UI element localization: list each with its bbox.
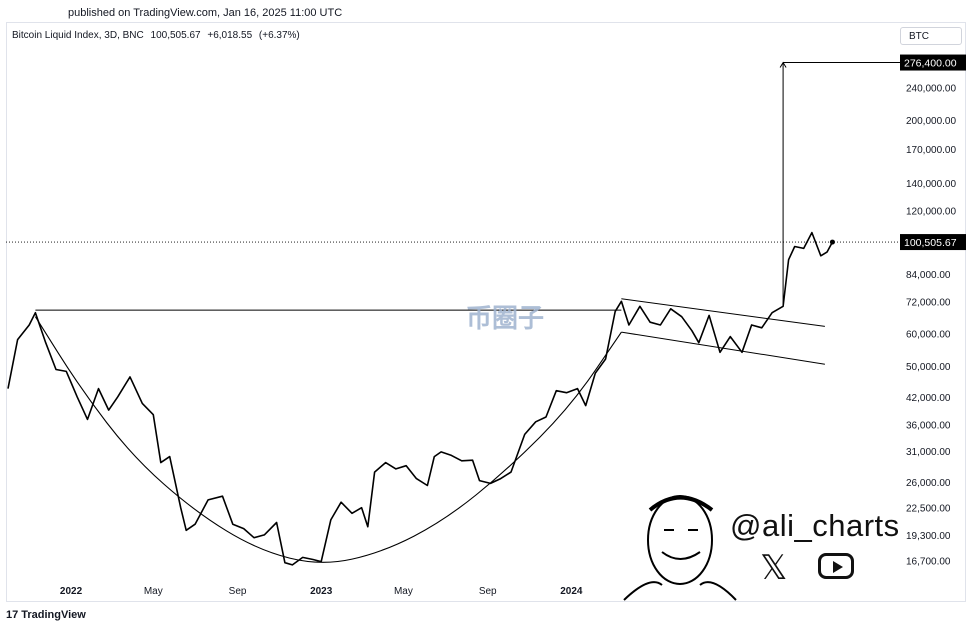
x-tick-label: Sep bbox=[229, 586, 247, 597]
symbol-name: Bitcoin Liquid Index, 3D, BNC bbox=[12, 30, 144, 41]
y-tick-label: 120,000.00 bbox=[906, 207, 956, 218]
target-arrow-head bbox=[779, 61, 787, 68]
y-tick-label: 26,000.00 bbox=[906, 478, 951, 489]
avatar-shoulders bbox=[623, 581, 737, 601]
cup-arc bbox=[34, 316, 622, 563]
x-tick-label: May bbox=[394, 586, 413, 597]
current-price-label: 100,505.67 bbox=[904, 237, 957, 249]
x-tick-label: May bbox=[144, 586, 163, 597]
y-tick-label: 50,000.00 bbox=[906, 362, 951, 373]
tradingview-logo-text: TradingView bbox=[21, 609, 86, 621]
last-price-dot bbox=[829, 239, 835, 245]
watermark-text: 币圈子 bbox=[466, 303, 545, 333]
last-price: 100,505.67 bbox=[150, 30, 201, 41]
current-price-label-bg bbox=[900, 234, 966, 251]
y-tick-label: 36,000.00 bbox=[906, 420, 951, 431]
y-tick-label: 84,000.00 bbox=[906, 270, 951, 281]
x-tick-label: 2024 bbox=[560, 586, 583, 597]
y-tick-label: 200,000.00 bbox=[906, 116, 956, 127]
y-tick-label: 170,000.00 bbox=[906, 145, 956, 156]
x-logo-icon: 𝕏 bbox=[760, 549, 788, 587]
y-tick-label: 31,000.00 bbox=[906, 447, 951, 458]
x-tick-label: Sep bbox=[479, 586, 497, 597]
y-tick-label: 240,000.00 bbox=[906, 84, 956, 95]
tradingview-logo[interactable]: 17 TradingView bbox=[6, 609, 86, 621]
published-note: published on TradingView.com, Jan 16, 20… bbox=[68, 7, 343, 19]
avatar-smile bbox=[661, 551, 701, 560]
price-series-line bbox=[7, 231, 834, 566]
avatar-hair bbox=[648, 495, 714, 512]
target-price-label: 276,400.00 bbox=[904, 58, 957, 70]
y-tick-label: 60,000.00 bbox=[906, 330, 951, 341]
y-tick-label: 140,000.00 bbox=[906, 179, 956, 190]
y-tick-label: 16,700.00 bbox=[906, 557, 951, 568]
y-tick-label: 19,300.00 bbox=[906, 531, 951, 542]
tradingview-mark-icon: 17 bbox=[6, 609, 19, 621]
symbol-legend: Bitcoin Liquid Index, 3D, BNC 100,505.67… bbox=[12, 30, 304, 41]
price-change: +6,018.55 bbox=[207, 30, 253, 41]
price-change-pct: (+6.37%) bbox=[258, 30, 300, 41]
y-tick-label: 22,500.00 bbox=[906, 504, 951, 515]
chart-frame bbox=[6, 22, 966, 602]
channel-upper-line bbox=[621, 298, 825, 327]
author-handle: @ali_charts bbox=[730, 508, 900, 543]
author-avatar bbox=[623, 495, 737, 601]
y-tick-label: 72,000.00 bbox=[906, 297, 951, 308]
symbol-badge[interactable]: BTC bbox=[900, 27, 962, 45]
avatar-head bbox=[647, 495, 713, 585]
x-tick-label: 2023 bbox=[310, 586, 333, 597]
x-tick-label: 2022 bbox=[60, 586, 83, 597]
youtube-icon bbox=[818, 553, 854, 579]
target-price-label-bg bbox=[900, 54, 966, 71]
y-tick-label: 42,000.00 bbox=[906, 393, 951, 404]
